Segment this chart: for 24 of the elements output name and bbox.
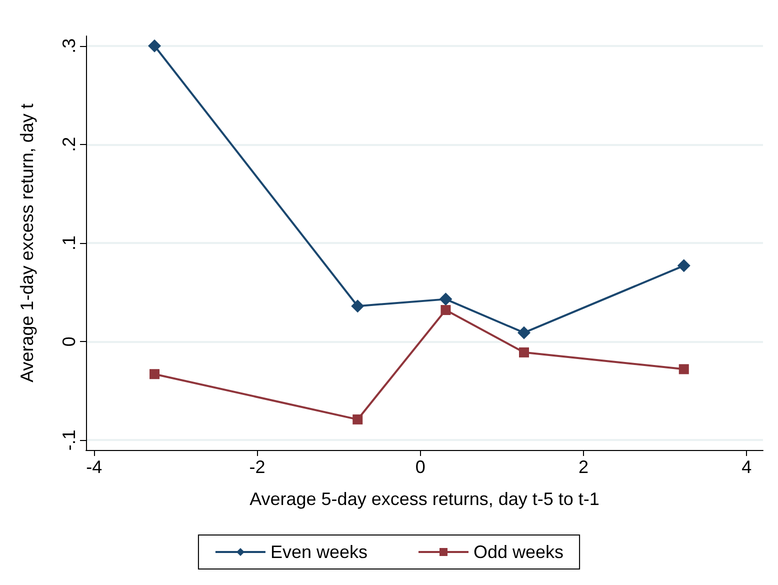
- point: [519, 347, 530, 358]
- x-tick-label: -2: [249, 457, 266, 477]
- point: [677, 259, 690, 272]
- y-tick-label: .3: [59, 38, 79, 54]
- point: [148, 39, 162, 52]
- x-tick-label: 0: [415, 457, 426, 477]
- y-tick-label: .2: [59, 136, 79, 152]
- x-tick-label: 2: [578, 457, 589, 477]
- point: [352, 414, 363, 424]
- x-tick-label: 4: [742, 457, 752, 477]
- point: [351, 300, 364, 313]
- point: [439, 292, 452, 306]
- y-axis-title: Average 1-day excess return, day t: [17, 104, 37, 382]
- point: [150, 369, 160, 380]
- legend-label: Odd weeks: [474, 542, 564, 562]
- x-axis-title: Average 5-day excess returns, day t-5 to t-1: [250, 489, 600, 509]
- y-tick-label: 0: [59, 336, 79, 347]
- legend-label: Even weeks: [270, 542, 368, 562]
- point: [518, 326, 531, 340]
- y-tick-label: -.1: [59, 430, 79, 451]
- point: [440, 305, 451, 316]
- point: [678, 364, 689, 374]
- x-tick-label: -4: [86, 457, 102, 477]
- y-tick-label: .1: [59, 235, 79, 251]
